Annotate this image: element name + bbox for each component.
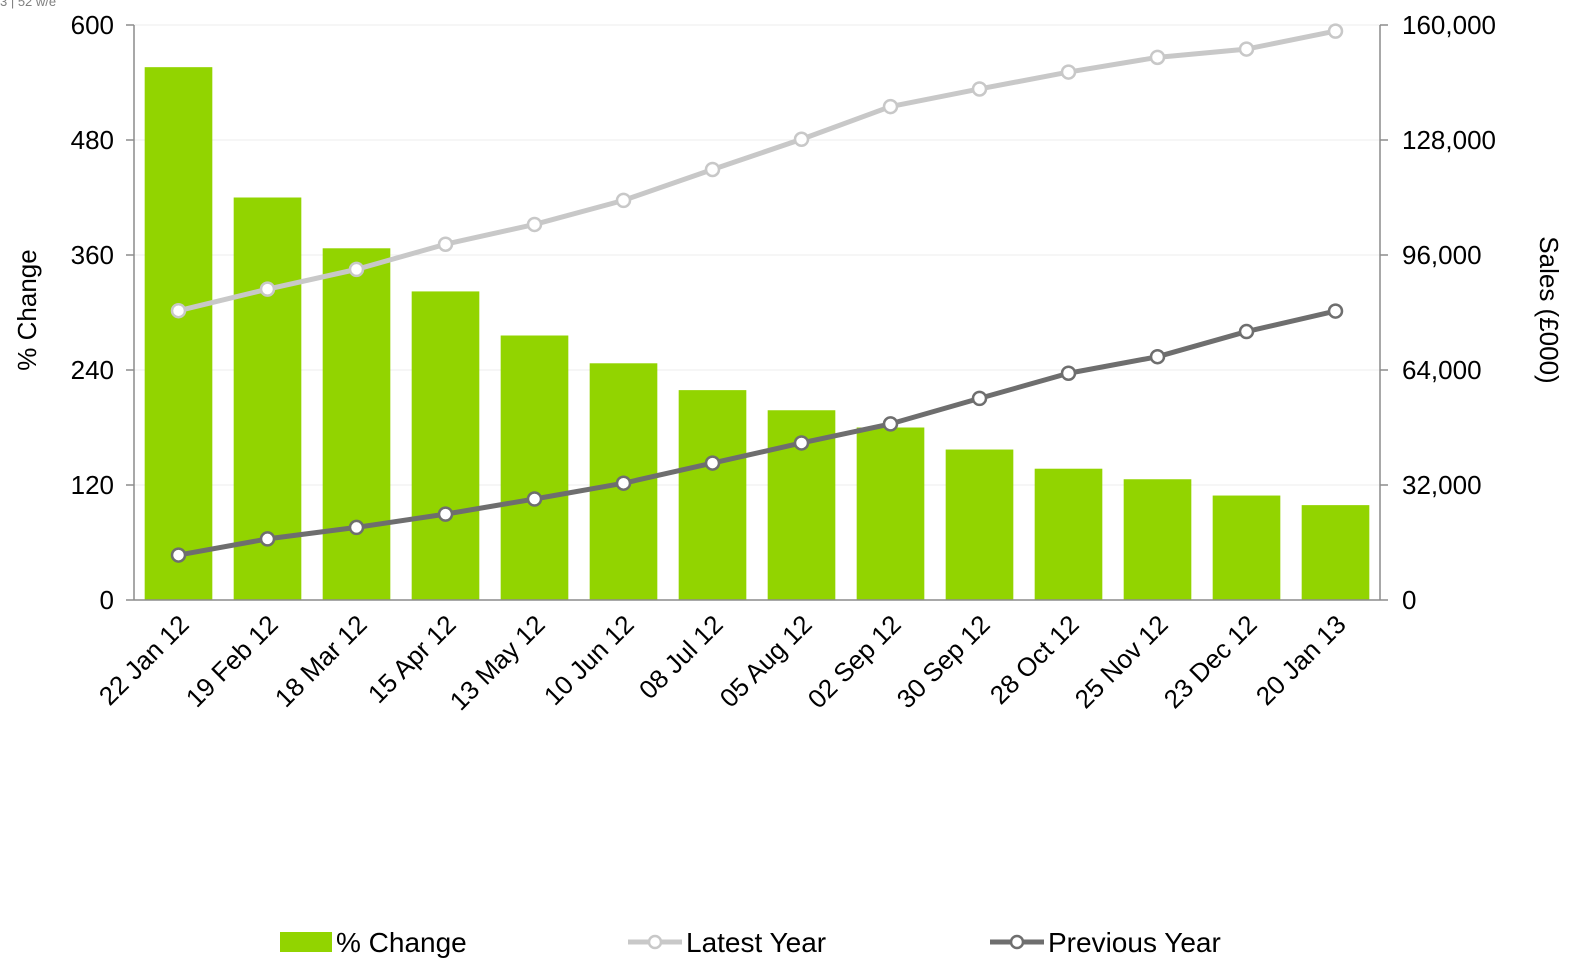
y2-tick-label: 64,000 <box>1402 355 1482 385</box>
bar <box>411 291 480 600</box>
x-tick-label: 22 Jan 12 <box>93 609 195 711</box>
previous-year-point <box>1238 323 1255 340</box>
y-tick-label: 0 <box>100 585 114 615</box>
line-series <box>170 23 1344 563</box>
legend-marker-previous <box>1009 934 1025 950</box>
x-tick-label: 30 Sep 12 <box>891 609 996 714</box>
y-tick-label: 240 <box>71 355 114 385</box>
x-tick-label: 10 Jun 12 <box>538 609 640 711</box>
latest-year-point <box>170 302 187 319</box>
corner-label: 3 | 52 w/e <box>0 0 57 9</box>
latest-year-point <box>259 281 276 297</box>
latest-year-point <box>1060 64 1077 80</box>
previous-year-point <box>348 519 365 536</box>
bar <box>144 67 213 600</box>
latest-year-point <box>348 261 365 278</box>
y-tick-label: 360 <box>71 240 114 270</box>
previous-year-point <box>971 390 988 407</box>
x-tick-label: 25 Nov 12 <box>1069 609 1174 714</box>
y2-tick-label: 160,000 <box>1402 10 1496 40</box>
y2-tick-label: 96,000 <box>1402 240 1482 270</box>
x-tick-label: 20 Jan 13 <box>1250 609 1352 711</box>
bar <box>322 248 391 600</box>
latest-year-point <box>971 81 988 97</box>
legend: % Change Latest Year Previous Year <box>280 927 1221 958</box>
previous-year-point <box>704 455 721 471</box>
previous-year-point <box>259 531 276 547</box>
bar <box>500 335 569 600</box>
previous-year-point <box>615 475 632 491</box>
y-tick-label: 480 <box>71 125 114 155</box>
previous-year-point <box>793 435 810 451</box>
legend-label: Previous Year <box>1048 927 1221 958</box>
latest-year-point <box>1149 49 1166 66</box>
previous-year-line <box>178 308 1337 558</box>
bar <box>945 449 1014 600</box>
y2-tick-label: 32,000 <box>1402 470 1482 500</box>
previous-year-point <box>882 416 899 432</box>
y2-tick-labels: 0 32,000 64,000 96,000 128,000 160,000 <box>1402 10 1496 615</box>
bar <box>1034 468 1103 600</box>
bar-series <box>144 67 1370 600</box>
y2-axis-title: Sales (£000) <box>1534 236 1564 383</box>
x-tick-label: 13 May 12 <box>444 609 551 716</box>
x-tick-label: 23 Dec 12 <box>1158 609 1263 714</box>
y-axis-title: % Change <box>12 249 42 370</box>
y-tick-label: 600 <box>71 10 114 40</box>
y-tick-labels: 0 120 240 360 480 600 <box>71 10 114 615</box>
previous-year-point <box>170 547 187 563</box>
previous-year-point <box>526 491 543 507</box>
legend-label: Latest Year <box>686 927 826 958</box>
gridlines <box>134 24 1380 486</box>
x-tick-label: 18 Mar 12 <box>269 609 373 713</box>
bar <box>1301 505 1370 600</box>
x-tick-label: 02 Sep 12 <box>802 609 907 714</box>
previous-year-point <box>1149 348 1166 365</box>
latest-year-point <box>1238 41 1255 57</box>
latest-year-point <box>704 161 721 178</box>
legend-swatch-bar <box>280 932 332 952</box>
previous-year-point <box>1327 303 1344 319</box>
latest-year-point <box>793 131 810 148</box>
latest-year-point <box>526 216 543 233</box>
latest-year-point <box>437 236 454 252</box>
legend-label: % Change <box>336 927 467 958</box>
bar <box>856 427 925 600</box>
x-tick-label: 19 Feb 12 <box>180 609 284 713</box>
bar <box>678 390 747 600</box>
latest-year-line <box>177 28 1336 314</box>
y2-tick-label: 128,000 <box>1402 125 1496 155</box>
previous-year-point <box>1060 365 1077 381</box>
x-tick-label: 05 Aug 12 <box>714 609 818 713</box>
axes <box>126 24 1388 601</box>
legend-marker-latest <box>647 934 663 950</box>
y2-tick-label: 0 <box>1402 585 1416 615</box>
latest-year-point <box>1327 23 1344 39</box>
latest-year-point <box>615 192 632 209</box>
bar <box>1212 495 1281 600</box>
previous-year-point <box>437 506 454 522</box>
latest-year-point <box>882 98 899 115</box>
y-tick-label: 120 <box>71 470 114 500</box>
bar <box>1123 479 1192 600</box>
